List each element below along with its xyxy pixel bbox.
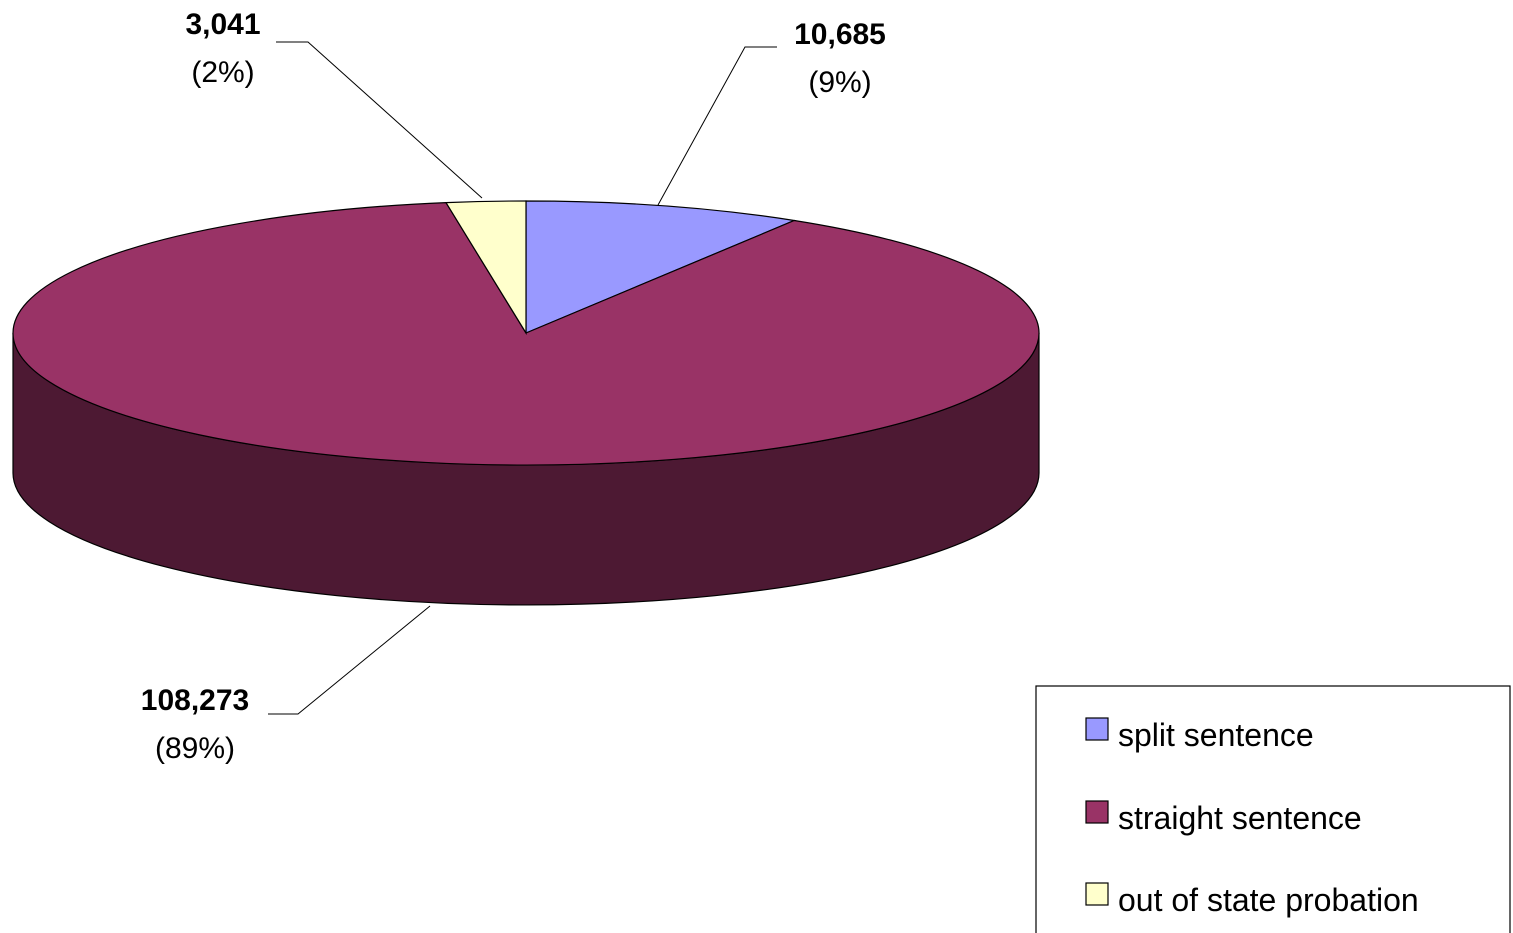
slice-split-sentence (525, 200, 797, 334)
data-label-straight-sentence-value: 108,273 (141, 684, 249, 717)
data-label-split-sentence-value: 10,685 (794, 18, 886, 51)
legend-swatch-straight-sentence (1085, 800, 1109, 824)
leader-line-split-sentence (657, 46, 777, 206)
legend-label-split-sentence: split sentence (1118, 717, 1314, 753)
legend-swatch-split-sentence (1085, 717, 1109, 741)
slice-out-of-state-probation (444, 200, 527, 336)
leader-line-out-of-state-probation (276, 41, 483, 199)
legend-label-out-of-state-probation: out of state probation (1118, 882, 1419, 918)
legend-label-straight-sentence: straight sentence (1118, 800, 1362, 836)
data-label-split-sentence-percent: (9%) (808, 66, 871, 99)
data-label-out-of-state-probation-value: 3,041 (185, 8, 260, 41)
pie-slices (12, 200, 1040, 466)
legend: split sentence straight sentence out of … (1035, 685, 1511, 933)
data-label-straight-sentence-percent: (89%) (155, 732, 235, 765)
data-label-out-of-state-probation-percent: (2%) (191, 56, 254, 89)
leader-line-straight-sentence (268, 605, 431, 715)
legend-swatch-out-of-state-probation (1085, 882, 1109, 906)
legend-box (1035, 685, 1511, 933)
